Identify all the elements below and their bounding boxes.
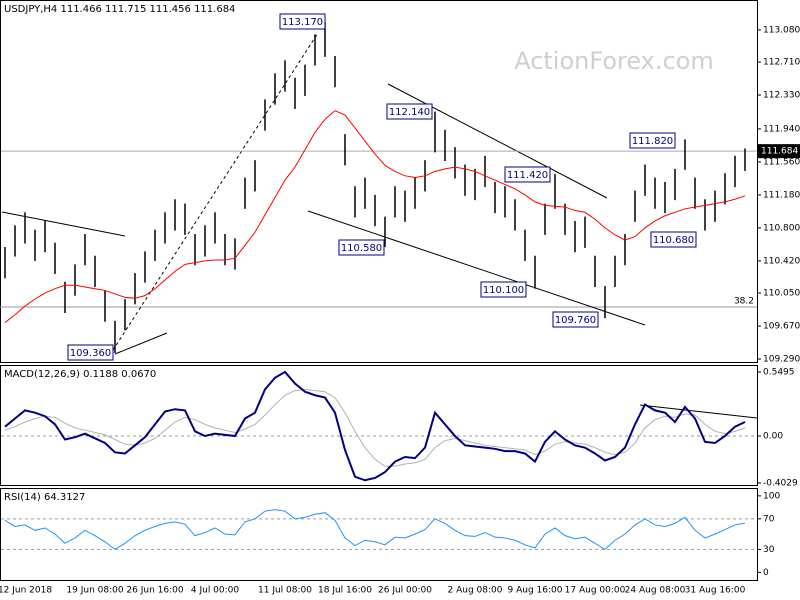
y-tick-label: 109.290 [763, 355, 800, 365]
annotation: 110.580 [341, 243, 382, 254]
x-tick-label: 26 Jul 00:00 [378, 586, 432, 596]
annotation-box [552, 311, 599, 328]
trendline [1, 211, 126, 237]
x-tick-label: 31 Aug 16:00 [685, 586, 746, 596]
trendline [387, 83, 608, 199]
x-tick-label: 18 Jul 16:00 [318, 586, 372, 596]
y-tick-label: 0.5495 [763, 367, 795, 377]
x-tick-label: 2 Aug 08:00 [448, 586, 503, 596]
x-tick-label: 9 Aug 16:00 [508, 586, 563, 596]
annotation: 113.170 [282, 17, 323, 28]
annotation: 109.760 [555, 315, 596, 326]
x-tick-label: 17 Aug 00:00 [565, 586, 626, 596]
moving-average [4, 110, 746, 323]
y-tick-label: 112.710 [763, 58, 800, 68]
annotation: 110.680 [653, 235, 694, 246]
price-frame [0, 0, 758, 363]
annotation-box [504, 166, 551, 183]
x-tick-label: 24 Aug 08:00 [625, 586, 686, 596]
y-tick-label: -0.4029 [763, 478, 798, 488]
y-tick-label: 113.080 [763, 25, 800, 35]
x-tick-label: 12 Jun 2018 [0, 586, 52, 596]
watermark: ActionForex.com [514, 47, 714, 75]
fib-label: 38.2 [734, 297, 754, 307]
annotation: 109.360 [70, 348, 111, 359]
annotation: 112.140 [389, 107, 430, 118]
panel-frames [0, 0, 758, 581]
y-tick-label: 110.800 [763, 223, 800, 233]
rsi-title: RSI(14) 64.3127 [4, 492, 85, 503]
annotation: 110.100 [483, 285, 524, 296]
x-tick-label: 11 Jul 08:00 [258, 586, 312, 596]
y-tick-label: 111.180 [763, 190, 800, 200]
annotation: 111.420 [507, 170, 548, 181]
y-tick-label: 111.940 [763, 124, 800, 134]
annotation-box [338, 239, 385, 256]
annotation-box [629, 132, 676, 149]
annotation-box [279, 13, 326, 30]
trendline [114, 332, 168, 355]
trendline-dashed [112, 32, 319, 351]
macd-title: MACD(12,26,9) 0.1188 0.0670 [4, 369, 156, 380]
x-tick-label: 26 Jun 16:00 [126, 586, 183, 596]
last-price-box [758, 144, 800, 159]
y-tick-label: 70 [763, 514, 775, 524]
indicator-line [4, 370, 746, 482]
annotation: 111.820 [632, 136, 673, 147]
chart-title: USDJPY,H4 111.466 111.715 111.456 111.68… [4, 4, 235, 15]
macd-frame [0, 365, 758, 486]
x-tick-label: 19 Jun 08:00 [66, 586, 123, 596]
annotation-box [67, 344, 114, 361]
last-price-label: 111.684 [761, 147, 798, 157]
y-tick-label: 30 [763, 545, 775, 555]
y-tick-label: 112.330 [763, 91, 800, 101]
trendline [307, 210, 646, 326]
macd-trendline [639, 404, 758, 419]
indicator-line [4, 509, 746, 551]
trendlines [1, 32, 758, 419]
x-tick-label: 4 Jul 00:00 [191, 586, 240, 596]
annotation-box [480, 281, 527, 298]
indicator-line [4, 388, 746, 467]
y-tick-label: 110.420 [763, 256, 800, 266]
y-tick-label: 100 [763, 491, 780, 501]
y-tick-label: 110.050 [763, 289, 800, 299]
y-tick-label: 0.00 [763, 432, 783, 442]
annotation-box [650, 231, 697, 248]
y-tick-label: 109.670 [763, 322, 800, 332]
y-tick-label: 111.560 [763, 157, 800, 167]
rsi-frame [0, 488, 758, 581]
annotation-box [386, 103, 433, 120]
y-tick-label: 0 [763, 568, 769, 578]
